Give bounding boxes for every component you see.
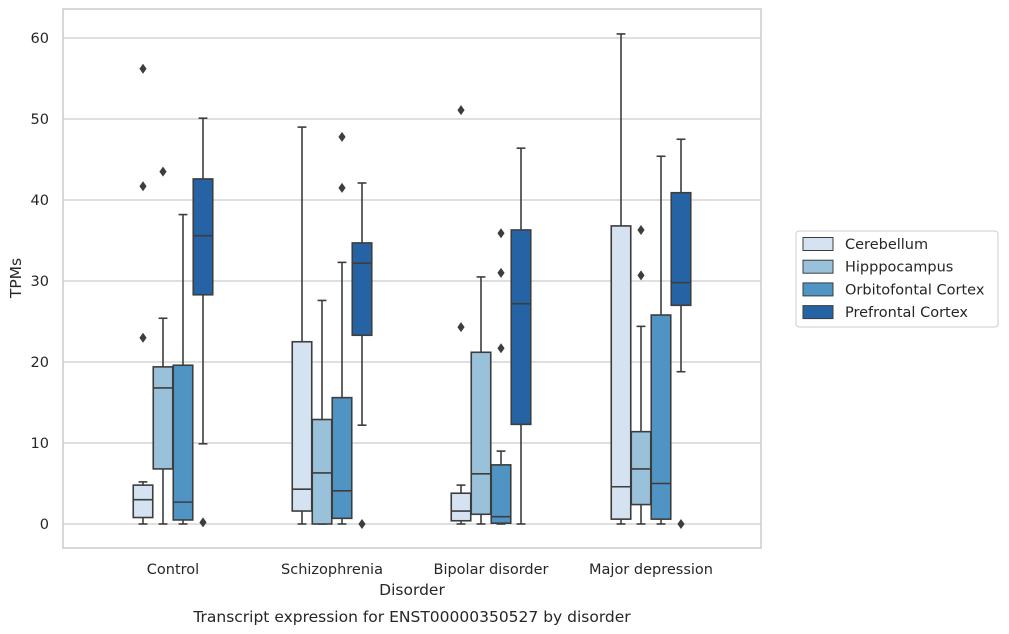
outlier-point xyxy=(199,517,207,528)
box-3-1 xyxy=(172,213,194,525)
y-tick-label: 50 xyxy=(31,112,49,128)
box-3-2 xyxy=(331,131,353,525)
legend-frame xyxy=(795,230,999,328)
box-body xyxy=(311,418,333,525)
x-tick-label: Major depression xyxy=(589,562,713,578)
box-body xyxy=(630,430,652,506)
box-2-2 xyxy=(311,299,333,525)
box-body xyxy=(192,178,214,296)
y-tick-label: 30 xyxy=(31,274,49,290)
y-tick-label: 20 xyxy=(31,355,49,371)
outlier-point xyxy=(358,519,366,529)
box-body xyxy=(172,364,194,521)
outlier-point xyxy=(457,322,465,333)
box-body xyxy=(490,464,512,524)
legend: Cerebellum Hipppocampus Orbitofontal Corte… xyxy=(795,230,999,328)
outlier-point xyxy=(497,343,505,354)
outlier-point xyxy=(338,131,346,142)
legend-label: Hipppocampus xyxy=(845,260,953,276)
y-tick-label: 40 xyxy=(31,193,49,209)
box-body xyxy=(351,242,373,337)
box-1-2 xyxy=(291,126,313,525)
legend-label: Orbitofontal Cortex xyxy=(845,282,985,298)
box-2-3 xyxy=(470,276,492,525)
box-body xyxy=(670,191,692,307)
y-tick-labels: 0 10 20 30 40 50 60 xyxy=(31,31,49,533)
outlier-point xyxy=(457,105,465,116)
outlier-point xyxy=(637,270,645,281)
outlier-point xyxy=(637,224,645,235)
box-2-4 xyxy=(630,224,652,525)
outlier-point xyxy=(139,332,147,343)
x-tick-label: Schizophrenia xyxy=(281,562,383,578)
x-tick-label: Bipolar disorder xyxy=(434,562,549,578)
x-axis-label: Disorder xyxy=(379,581,445,599)
outlier-point xyxy=(497,228,505,239)
box-body xyxy=(470,351,492,516)
box-4-3 xyxy=(510,147,532,525)
outlier-point xyxy=(139,63,147,74)
y-tick-label: 0 xyxy=(40,517,49,533)
x-tick-label: Control xyxy=(147,562,199,578)
boxes xyxy=(132,33,692,529)
legend-swatch xyxy=(802,237,834,251)
box-4-4 xyxy=(670,138,692,529)
legend-swatch xyxy=(802,259,834,274)
box-body xyxy=(331,396,353,520)
y-axis-label: TPMs xyxy=(7,258,25,299)
plot-frame xyxy=(62,8,762,549)
box-body xyxy=(650,314,672,520)
outlier-point xyxy=(497,267,505,278)
y-tick-label: 10 xyxy=(31,436,49,452)
box-body xyxy=(610,225,632,520)
box-body xyxy=(510,229,532,426)
legend-swatch xyxy=(802,305,834,320)
chart-caption: Transcript expression for ENST0000035052… xyxy=(192,608,631,626)
box-1-3 xyxy=(450,105,472,525)
box-4-1 xyxy=(192,117,214,528)
y-tick-label: 60 xyxy=(31,31,49,47)
box-body xyxy=(152,366,174,470)
box-body xyxy=(132,484,154,519)
box-3-4 xyxy=(650,155,672,525)
legend-label: Prefrontal Cortex xyxy=(845,305,968,321)
box-3-3 xyxy=(490,228,512,525)
outlier-point xyxy=(677,519,685,529)
x-tick-labels: Control Schizophrenia Bipolar disorder Majo… xyxy=(147,562,713,578)
box-1-1 xyxy=(132,63,154,525)
outlier-point xyxy=(159,166,167,177)
box-4-2 xyxy=(351,182,373,529)
outlier-point xyxy=(139,181,147,192)
legend-label: Cerebellum xyxy=(845,237,928,253)
legend-swatch xyxy=(802,282,834,297)
box-body xyxy=(450,492,472,522)
outlier-point xyxy=(338,182,346,193)
box-body xyxy=(291,340,313,512)
box-1-4 xyxy=(610,33,632,525)
